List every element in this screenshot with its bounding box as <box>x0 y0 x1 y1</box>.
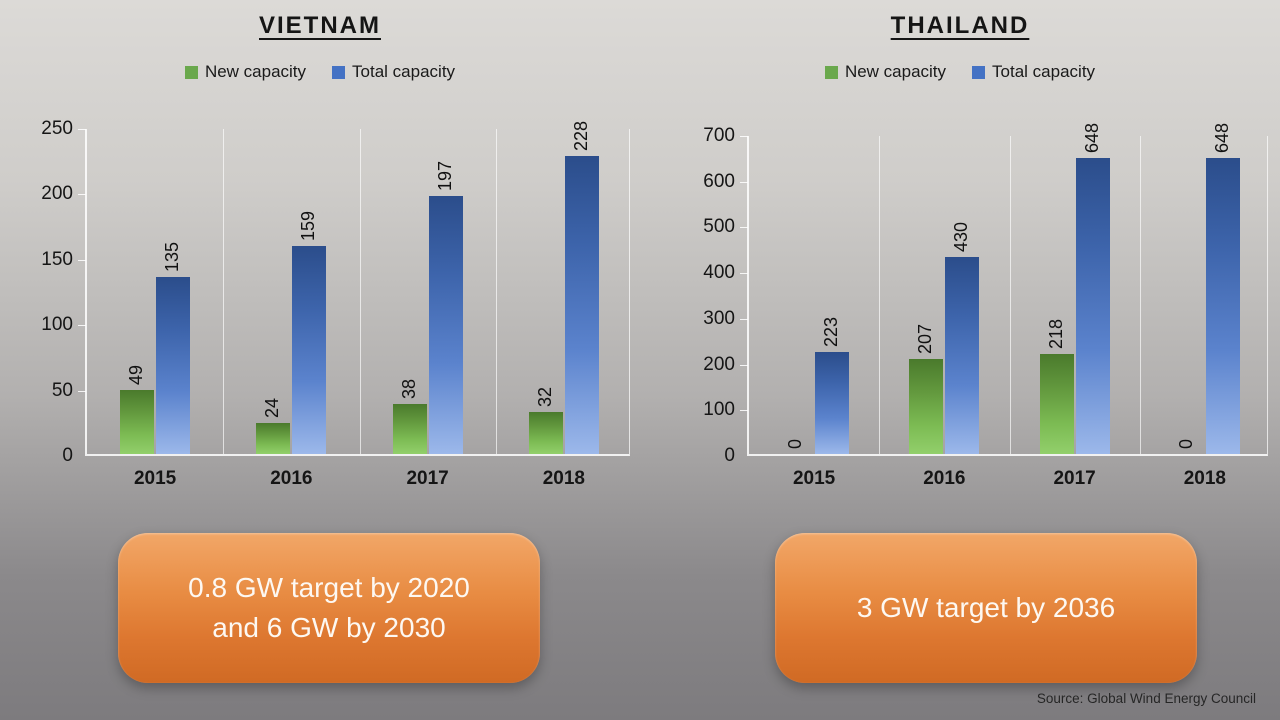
callout-vietnam-target: 0.8 GW target by 2020 and 6 GW by 2030 <box>118 533 540 683</box>
y-axis-tick-label: 100 <box>703 399 735 421</box>
bar-value-label: 648 <box>1211 122 1232 153</box>
legend-item-total-capacity: Total capacity <box>972 62 1095 82</box>
y-axis-tick-mark <box>78 129 86 130</box>
y-axis-tick-label: 50 <box>51 379 73 401</box>
bar-new-capacity-2017 <box>1039 354 1074 454</box>
callout-text-line: 3 GW target by 2036 <box>856 592 1116 624</box>
callout-thailand-target: 3 GW target by 2036 <box>775 533 1197 683</box>
y-axis-tick-mark <box>740 364 748 366</box>
y-axis-tick-mark <box>740 410 748 412</box>
y-axis-tick-label: 500 <box>703 216 735 238</box>
y-axis-tick-label: 250 <box>41 118 73 139</box>
category-separator-gridline <box>879 136 881 454</box>
category-separator-gridline <box>1009 136 1011 454</box>
y-axis-tick-label: 600 <box>703 170 735 192</box>
y-axis-tick-label: 300 <box>703 307 735 329</box>
category-separator-gridline <box>359 129 361 454</box>
bar-total-capacity-2016 <box>292 246 327 454</box>
bar-total-capacity-2018 <box>564 155 599 454</box>
x-axis-label-2016: 2016 <box>923 468 966 489</box>
callout-text-line: and 6 GW by 2030 <box>212 612 446 643</box>
bar-value-label: 49 <box>126 364 147 385</box>
legend-swatch-icon <box>824 65 838 79</box>
bar-new-capacity-2015 <box>120 389 155 454</box>
bar-value-label: 197 <box>434 161 455 192</box>
y-axis-tick-mark <box>740 136 748 137</box>
bar-value-label: 648 <box>1081 122 1102 153</box>
y-axis-tick-label: 100 <box>41 314 73 336</box>
bar-value-label: 0 <box>785 438 806 449</box>
y-axis-tick-mark <box>740 181 748 183</box>
bar-total-capacity-2016 <box>945 257 980 454</box>
plot-area-thailand: 0 100 200 300 400 500 600 700 0 223 2015 207 430 2016… <box>703 123 1268 489</box>
category-separator-gridline <box>1139 136 1141 454</box>
bar-total-capacity-2017 <box>428 196 463 454</box>
x-axis-label-2018: 2018 <box>1183 468 1227 489</box>
y-axis-tick-label: 0 <box>724 445 735 466</box>
y-axis-tick-label: 700 <box>703 125 735 146</box>
legend-label: Total capacity <box>352 62 456 81</box>
chart-title-vietnam: VIETNAM <box>259 12 381 39</box>
bar-new-capacity-2018 <box>528 412 563 454</box>
x-axis-label-2017: 2017 <box>406 468 449 489</box>
y-axis-tick-mark <box>78 259 86 261</box>
bar-value-label: 0 <box>1175 438 1196 449</box>
bar-total-capacity-2015 <box>156 277 191 454</box>
plot-area-vietnam: 0 50 100 150 200 250 49 135 2015 24 159 2016 38 197 20… <box>41 118 630 489</box>
callout-text-line: 0.8 GW target by 2020 <box>188 572 470 604</box>
legend-label: New capacity <box>844 62 947 81</box>
legend-thailand: New capacity Total capacity <box>640 62 1280 82</box>
y-axis-tick-mark <box>740 318 748 320</box>
bar-value-label: 135 <box>162 242 183 273</box>
bar-value-label: 32 <box>534 387 555 408</box>
legend-label: New capacity <box>204 62 307 81</box>
bar-new-capacity-2017 <box>392 404 427 454</box>
bar-value-label: 430 <box>951 222 972 253</box>
legend-vietnam: New capacity Total capacity <box>0 62 640 82</box>
x-axis-label-2015: 2015 <box>792 468 836 489</box>
y-axis-tick-mark <box>740 227 748 229</box>
y-axis-tick-mark <box>78 194 86 196</box>
y-axis-tick-label: 400 <box>703 262 735 284</box>
legend-swatch-icon <box>184 65 198 79</box>
source-note: Source: Global Wind Energy Council <box>1036 691 1256 706</box>
legend-label: Total capacity <box>992 62 1096 81</box>
bar-value-label: 228 <box>570 120 591 151</box>
thailand-chart-panel: THAILAND New capacity Total capacity 0 100… <box>640 0 1280 720</box>
vietnam-chart-panel: VIETNAM New capacity Total capacity 0 50 10… <box>0 12 640 683</box>
bar-value-label: 38 <box>398 379 419 400</box>
y-axis-tick-label: 200 <box>703 353 735 375</box>
category-separator-gridline <box>223 129 225 454</box>
x-axis-label-2018: 2018 <box>542 468 586 489</box>
legend-swatch-icon <box>972 65 986 79</box>
bar-total-capacity-2017 <box>1075 157 1110 454</box>
category-separator-gridline <box>495 129 497 454</box>
bar-new-capacity-2016 <box>909 359 944 454</box>
bar-value-label: 218 <box>1045 319 1066 350</box>
x-axis-label-2016: 2016 <box>270 468 313 489</box>
legend-item-new-capacity: New capacity <box>184 62 307 82</box>
y-axis-tick-label: 200 <box>41 183 73 205</box>
bar-value-label: 24 <box>262 397 283 418</box>
y-axis-tick-label: 150 <box>41 248 73 270</box>
x-axis-label-2017: 2017 <box>1053 468 1096 489</box>
y-axis-tick-mark <box>78 325 86 327</box>
legend-swatch-icon <box>332 65 346 79</box>
bar-total-capacity-2015 <box>815 352 850 454</box>
bar-value-label: 207 <box>915 324 936 355</box>
legend-item-total-capacity: Total capacity <box>332 62 455 82</box>
bar-new-capacity-2016 <box>256 422 291 454</box>
bar-total-capacity-2018 <box>1205 157 1240 454</box>
y-axis-tick-mark <box>78 390 86 392</box>
bar-value-label: 223 <box>821 317 842 348</box>
legend-item-new-capacity: New capacity <box>824 62 947 82</box>
y-axis-tick-mark <box>740 273 748 275</box>
chart-title-thailand: THAILAND <box>890 12 1030 39</box>
bar-value-label: 159 <box>298 210 319 242</box>
y-axis-tick-label: 0 <box>62 445 73 466</box>
x-axis-label-2015: 2015 <box>133 468 177 489</box>
